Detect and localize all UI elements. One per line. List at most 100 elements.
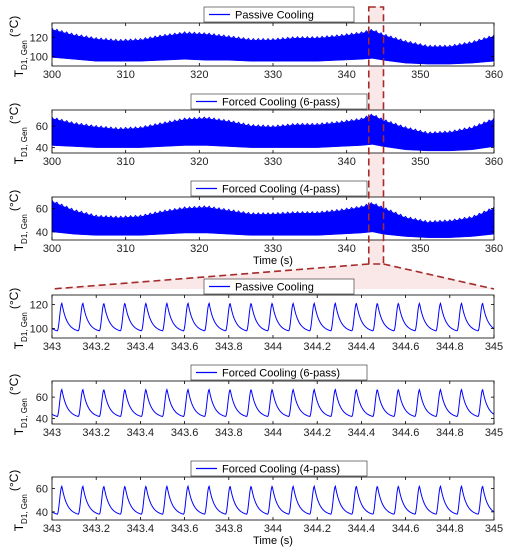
y-tick-label: 120 (30, 300, 48, 312)
x-tick-label: 330 (264, 156, 282, 168)
x-tick-label: 343.8 (215, 523, 243, 535)
y-label-symbol: T (12, 156, 26, 164)
x-tick-label: 340 (337, 243, 355, 255)
y-axis-label: TD1, Gen (°C) (7, 190, 29, 252)
legend-box (190, 93, 368, 110)
y-label-subscript: D1, Gen (20, 398, 29, 428)
legend-box (203, 6, 355, 23)
zoom-connector-right (383, 263, 495, 290)
x-tick-label: 320 (190, 243, 208, 255)
x-tick-label: 343.8 (215, 427, 243, 439)
zoom-connector-left (51, 263, 369, 290)
series-envelope-edge (51, 27, 495, 50)
y-tick-label: 100 (30, 51, 48, 63)
x-tick-label: 340 (337, 69, 355, 81)
plot-area (52, 477, 494, 520)
legend-label: Passive Cooling (235, 10, 314, 22)
legend-box (190, 460, 368, 477)
x-tick-label: 350 (411, 156, 429, 168)
x-tick-label: 360 (485, 69, 503, 81)
x-tick-label: 344.6 (392, 427, 420, 439)
y-label-unit: (°C) (7, 103, 21, 124)
x-tick-label: 345 (485, 341, 503, 353)
x-tick-label: 310 (116, 69, 134, 81)
y-label-subscript: D1, Gen (20, 494, 29, 524)
y-tick-label: 40 (36, 143, 48, 155)
y-label-unit: (°C) (7, 374, 21, 395)
x-tick-label: 345 (485, 523, 503, 535)
x-tick-label: 320 (190, 156, 208, 168)
y-label-subscript: D1, Gen (20, 40, 29, 70)
x-tick-label: 340 (337, 156, 355, 168)
y-tick-label: 60 (36, 204, 48, 216)
x-axis-label: Time (s) (253, 255, 293, 267)
y-label-unit: (°C) (7, 16, 21, 37)
y-axis-label: TD1, Gen (°C) (7, 374, 29, 436)
x-tick-label: 344.2 (303, 523, 331, 535)
x-tick-label: 345 (485, 427, 503, 439)
x-tick-label: 320 (190, 69, 208, 81)
y-label-symbol: T (12, 243, 26, 251)
x-tick-label: 310 (116, 156, 134, 168)
y-axis-label: TD1, Gen (°C) (7, 16, 29, 78)
y-tick-label: 40 (36, 227, 48, 239)
legend-label: Forced Cooling (6-pass) (222, 97, 340, 109)
y-tick-label: 60 (36, 484, 48, 496)
legend-label: Forced Cooling (6-pass) (222, 368, 340, 380)
chart-panel-4: 343 343.2 343.4 343.6 343.8 344 344.2 344.4 344.… (7, 278, 503, 353)
legend-label: Passive Cooling (235, 282, 314, 294)
zoom-region-box (367, 6, 385, 265)
plot-area (52, 295, 494, 338)
x-tick-label: 344.2 (303, 341, 331, 353)
x-tick-label: 343.2 (82, 427, 110, 439)
x-tick-label: 344.8 (436, 523, 464, 535)
x-tick-label: 343.8 (215, 341, 243, 353)
y-axis-label: TD1, Gen (°C) (7, 470, 29, 532)
plot-area (52, 381, 494, 424)
x-tick-label: 344.8 (436, 341, 464, 353)
x-tick-label: 344 (264, 523, 282, 535)
x-tick-label: 343 (43, 341, 61, 353)
x-tick-label: 343.6 (171, 523, 199, 535)
y-tick-label: 40 (36, 414, 48, 426)
legend-box (190, 180, 368, 197)
x-tick-label: 343.4 (127, 341, 155, 353)
y-label-unit: (°C) (7, 288, 21, 309)
y-label-subscript: D1, Gen (20, 127, 29, 157)
x-axis-label: Time (s) (253, 535, 293, 547)
legend-label: Forced Cooling (4-pass) (222, 184, 340, 196)
x-tick-label: 330 (264, 243, 282, 255)
series-line (51, 388, 495, 418)
y-label-symbol: T (12, 341, 26, 349)
chart-panel-1: 300 310 320 330 340 350 360 100 120 TD1, Gen (°C) P… (7, 6, 503, 81)
x-tick-label: 300 (43, 243, 61, 255)
x-tick-label: 344 (264, 427, 282, 439)
x-tick-label: 344.6 (392, 341, 420, 353)
series-line (51, 301, 495, 332)
y-tick-label: 100 (30, 323, 48, 335)
y-label-symbol: T (12, 427, 26, 435)
chart-panel-6: 343 343.2 343.4 343.6 343.8 344 344.2 344.4 344.… (7, 460, 503, 547)
x-tick-label: 344.4 (348, 523, 376, 535)
x-tick-label: 350 (411, 243, 429, 255)
x-tick-label: 300 (43, 156, 61, 168)
x-tick-label: 344.4 (348, 427, 376, 439)
y-tick-label: 60 (36, 121, 48, 133)
x-tick-label: 343.2 (82, 523, 110, 535)
y-label-subscript: D1, Gen (20, 312, 29, 342)
y-tick-label: 40 (36, 507, 48, 519)
legend-box (190, 364, 368, 381)
x-tick-label: 343.6 (171, 341, 199, 353)
y-label-symbol: T (12, 523, 26, 531)
x-tick-label: 344.6 (392, 523, 420, 535)
y-tick-label: 60 (36, 392, 48, 404)
x-tick-label: 330 (264, 69, 282, 81)
x-tick-label: 344 (264, 341, 282, 353)
y-axis-label: TD1, Gen (°C) (7, 288, 29, 350)
y-label-unit: (°C) (7, 190, 21, 211)
y-tick-label: 120 (30, 32, 48, 44)
series-envelope-edge (51, 113, 495, 137)
y-label-unit: (°C) (7, 470, 21, 491)
x-tick-label: 343.4 (127, 427, 155, 439)
